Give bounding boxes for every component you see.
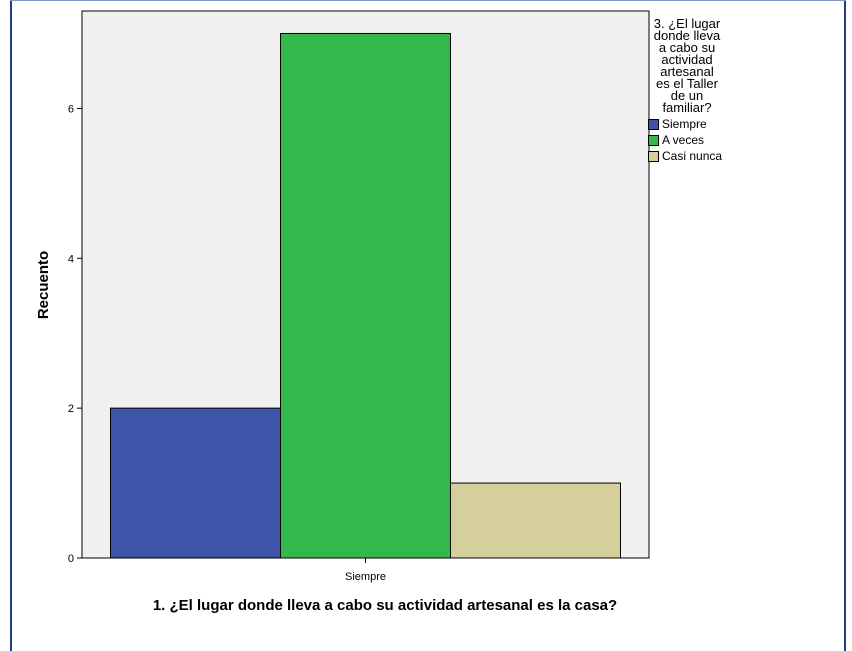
y-axis: 0 2 4 6 <box>68 103 82 565</box>
bar-a-veces <box>280 32 451 559</box>
legend-swatch <box>648 150 659 162</box>
legend-items: Siempre A veces Casi nunca <box>648 116 738 164</box>
bar-siempre <box>110 407 281 559</box>
legend-item-casi-nunca: Casi nunca <box>648 148 738 164</box>
bar-casi-nunca <box>450 482 621 559</box>
legend-item-a-veces: A veces <box>648 132 738 148</box>
y-tick-label: 6 <box>68 103 74 115</box>
y-tick-label: 4 <box>68 253 74 265</box>
legend-swatch <box>648 118 659 130</box>
legend-label: A veces <box>662 133 705 147</box>
x-axis-title: 1. ¿El lugar donde lleva a cabo su activ… <box>152 597 618 614</box>
legend-label: Siempre <box>662 117 707 131</box>
chart-frame <box>10 0 846 651</box>
bar-group <box>110 32 621 559</box>
x-axis: Siempre <box>345 558 386 583</box>
legend-label: Casi nunca <box>662 149 723 163</box>
frame-top-border <box>10 0 846 1</box>
legend: 3. ¿El lugar donde lleva a cabo su activ… <box>648 16 738 164</box>
legend-swatch <box>648 134 659 146</box>
legend-title: 3. ¿El lugar donde lleva a cabo su activ… <box>653 16 721 115</box>
y-tick-label: 0 <box>68 553 74 565</box>
legend-item-siempre: Siempre <box>648 116 738 132</box>
y-axis-title: Recuento <box>35 251 52 319</box>
x-tick-label: Siempre <box>345 571 386 583</box>
y-tick-label: 2 <box>68 403 74 415</box>
